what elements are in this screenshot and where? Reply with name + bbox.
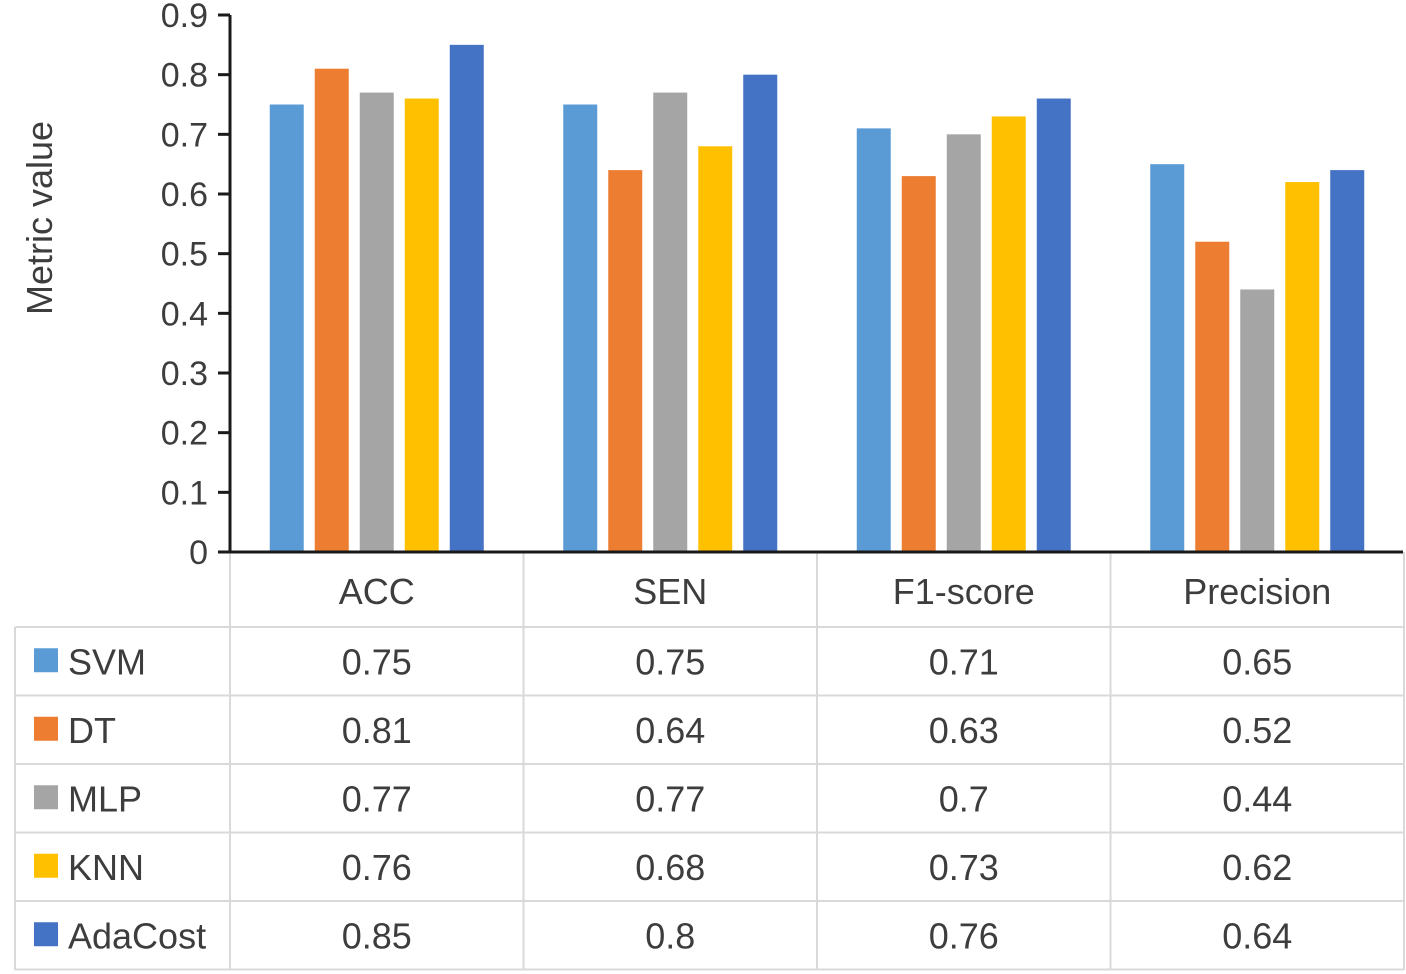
table-cell-value: 0.73 <box>929 847 999 888</box>
y-tick-label: 0.9 <box>161 0 208 35</box>
legend-swatch-mlp <box>34 785 58 810</box>
table-cell-value: 0.71 <box>929 641 999 682</box>
bar-knn-precision <box>1285 182 1320 553</box>
table-cell-value: 0.65 <box>1222 641 1292 682</box>
y-tick-label: 0 <box>189 534 208 572</box>
bar-svm-precision <box>1150 164 1185 552</box>
bar-mlp-acc <box>359 92 394 553</box>
table-cell-value: 0.76 <box>342 847 412 888</box>
y-tick-label: 0.1 <box>161 474 208 512</box>
bar-knn-sen <box>698 146 733 552</box>
table-cell-value: 0.85 <box>342 915 412 956</box>
bar-dt-acc <box>314 68 349 552</box>
bar-mlp-precision <box>1240 289 1275 552</box>
y-tick-label: 0.8 <box>161 57 208 95</box>
table-cell-value: 0.64 <box>1222 915 1292 956</box>
y-tick-label: 0.7 <box>161 116 208 154</box>
bar-dt-sen <box>608 170 643 552</box>
bar-adacost-sen <box>743 74 778 553</box>
bar-mlp-sen <box>653 92 688 553</box>
legend-swatch-knn <box>34 853 58 878</box>
bar-adacost-precision <box>1330 170 1365 552</box>
bar-adacost-f1-score <box>1036 98 1071 553</box>
table-cell-value: 0.75 <box>635 641 705 682</box>
series-name-adacost: AdaCost <box>68 915 206 956</box>
table-cell-value: 0.64 <box>635 710 705 751</box>
legend-swatch-dt <box>34 716 58 741</box>
table-cell-value: 0.77 <box>342 778 412 819</box>
bar-svm-sen <box>563 104 598 552</box>
y-tick-label: 0.5 <box>161 236 208 274</box>
y-axis <box>218 13 1403 554</box>
table-cell-value: 0.76 <box>929 915 999 956</box>
bar-dt-precision <box>1195 241 1230 552</box>
bar-knn-acc <box>404 98 439 553</box>
y-tick-label: 0.3 <box>161 355 208 393</box>
bar-mlp-f1-score <box>946 134 981 553</box>
series-name-dt: DT <box>68 710 116 751</box>
bar-dt-f1-score <box>901 176 936 552</box>
data-table: ACC SEN F1-score Precision SVM 0.75 0.75 0.71 0.… <box>34 571 1331 956</box>
bar-marks <box>269 44 1365 553</box>
legend-swatch-svm <box>34 648 58 673</box>
y-tick-label: 0.2 <box>161 415 208 453</box>
bar-svm-acc <box>269 104 304 552</box>
bar-svm-f1-score <box>856 128 891 552</box>
category-label: ACC <box>339 571 415 612</box>
bar-knn-f1-score <box>991 116 1026 552</box>
category-label: SEN <box>633 571 707 612</box>
series-name-svm: SVM <box>68 641 146 682</box>
series-name-mlp: MLP <box>68 778 142 819</box>
series-name-knn: KNN <box>68 847 144 888</box>
category-label: Precision <box>1183 571 1331 612</box>
y-tick-label: 0.4 <box>161 295 208 333</box>
table-cell-value: 0.44 <box>1222 778 1292 819</box>
y-tick-labels: 0 0.1 0.2 0.3 0.4 0.5 0.6 0.7 0.8 0.9 <box>161 0 208 572</box>
table-cell-value: 0.81 <box>342 710 412 751</box>
table-grid <box>14 552 1405 971</box>
table-cell-value: 0.52 <box>1222 710 1292 751</box>
y-tick-label: 0.6 <box>161 176 208 214</box>
category-label: F1-score <box>893 571 1035 612</box>
bar-adacost-acc <box>449 44 484 552</box>
table-cell-value: 0.62 <box>1222 847 1292 888</box>
table-cell-value: 0.63 <box>929 710 999 751</box>
table-cell-value: 0.77 <box>635 778 705 819</box>
y-axis-label: Metric value <box>19 121 60 315</box>
table-cell-value: 0.75 <box>342 641 412 682</box>
table-cell-value: 0.7 <box>939 778 989 819</box>
table-cell-value: 0.68 <box>635 847 705 888</box>
table-cell-value: 0.8 <box>645 915 695 956</box>
legend-swatch-adacost <box>34 922 58 947</box>
